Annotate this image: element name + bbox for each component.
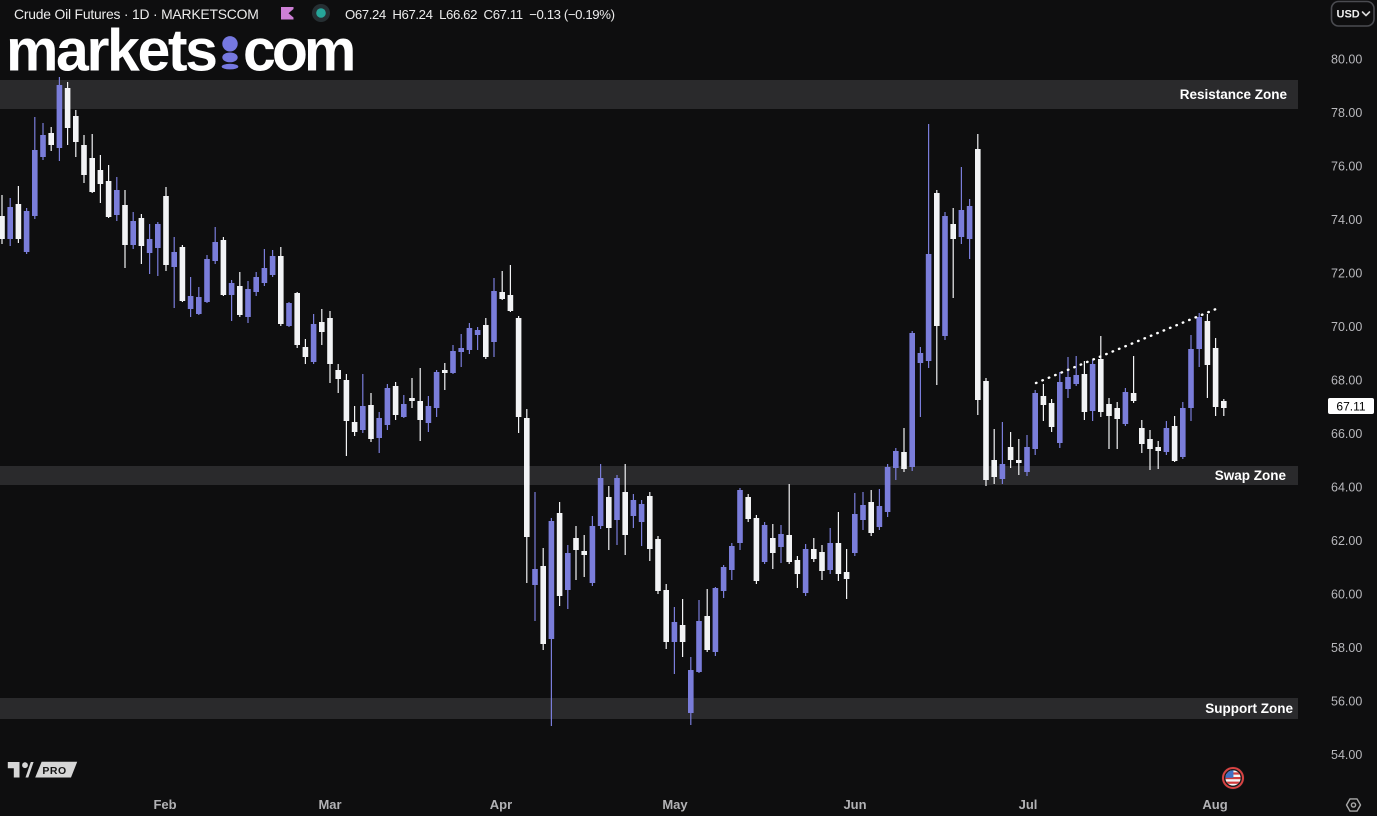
svg-text:Aug: Aug bbox=[1202, 797, 1227, 812]
svg-text:56.00: 56.00 bbox=[1331, 695, 1362, 709]
svg-text:54.00: 54.00 bbox=[1331, 748, 1362, 762]
svg-text:Apr: Apr bbox=[490, 797, 512, 812]
svg-text:66.00: 66.00 bbox=[1331, 427, 1362, 441]
svg-text:O67.24 H67.24 L66.62 C67.11: O67.24 H67.24 L66.62 C67.11 −0.13 (−0.19… bbox=[345, 7, 615, 22]
svg-text:58.00: 58.00 bbox=[1331, 641, 1362, 655]
svg-text:80.00: 80.00 bbox=[1331, 53, 1362, 67]
svg-text:60.00: 60.00 bbox=[1331, 588, 1362, 602]
svg-text:May: May bbox=[662, 797, 688, 812]
svg-text:67.11: 67.11 bbox=[1336, 400, 1365, 414]
svg-text:74.00: 74.00 bbox=[1331, 213, 1362, 227]
svg-text:64.00: 64.00 bbox=[1331, 481, 1362, 495]
svg-text:com: com bbox=[243, 18, 353, 84]
svg-text:Resistance Zone: Resistance Zone bbox=[1180, 87, 1288, 102]
svg-text:markets: markets bbox=[6, 18, 216, 84]
svg-text:76.00: 76.00 bbox=[1331, 160, 1362, 174]
svg-text:Swap Zone: Swap Zone bbox=[1215, 468, 1287, 483]
svg-text:Crude Oil Futures · 1D · MARKE: Crude Oil Futures · 1D · MARKETSCOM bbox=[14, 6, 259, 22]
svg-text:PRO: PRO bbox=[42, 765, 66, 777]
svg-text:Jul: Jul bbox=[1019, 797, 1038, 812]
svg-text:Feb: Feb bbox=[153, 797, 176, 812]
svg-text:78.00: 78.00 bbox=[1331, 106, 1362, 120]
svg-text:USD: USD bbox=[1337, 9, 1360, 21]
svg-text:Jun: Jun bbox=[843, 797, 866, 812]
svg-text:68.00: 68.00 bbox=[1331, 374, 1362, 388]
svg-text:62.00: 62.00 bbox=[1331, 534, 1362, 548]
svg-text:72.00: 72.00 bbox=[1331, 267, 1362, 281]
svg-text:Mar: Mar bbox=[318, 797, 341, 812]
svg-text:Support Zone: Support Zone bbox=[1205, 701, 1293, 716]
svg-text:70.00: 70.00 bbox=[1331, 320, 1362, 334]
